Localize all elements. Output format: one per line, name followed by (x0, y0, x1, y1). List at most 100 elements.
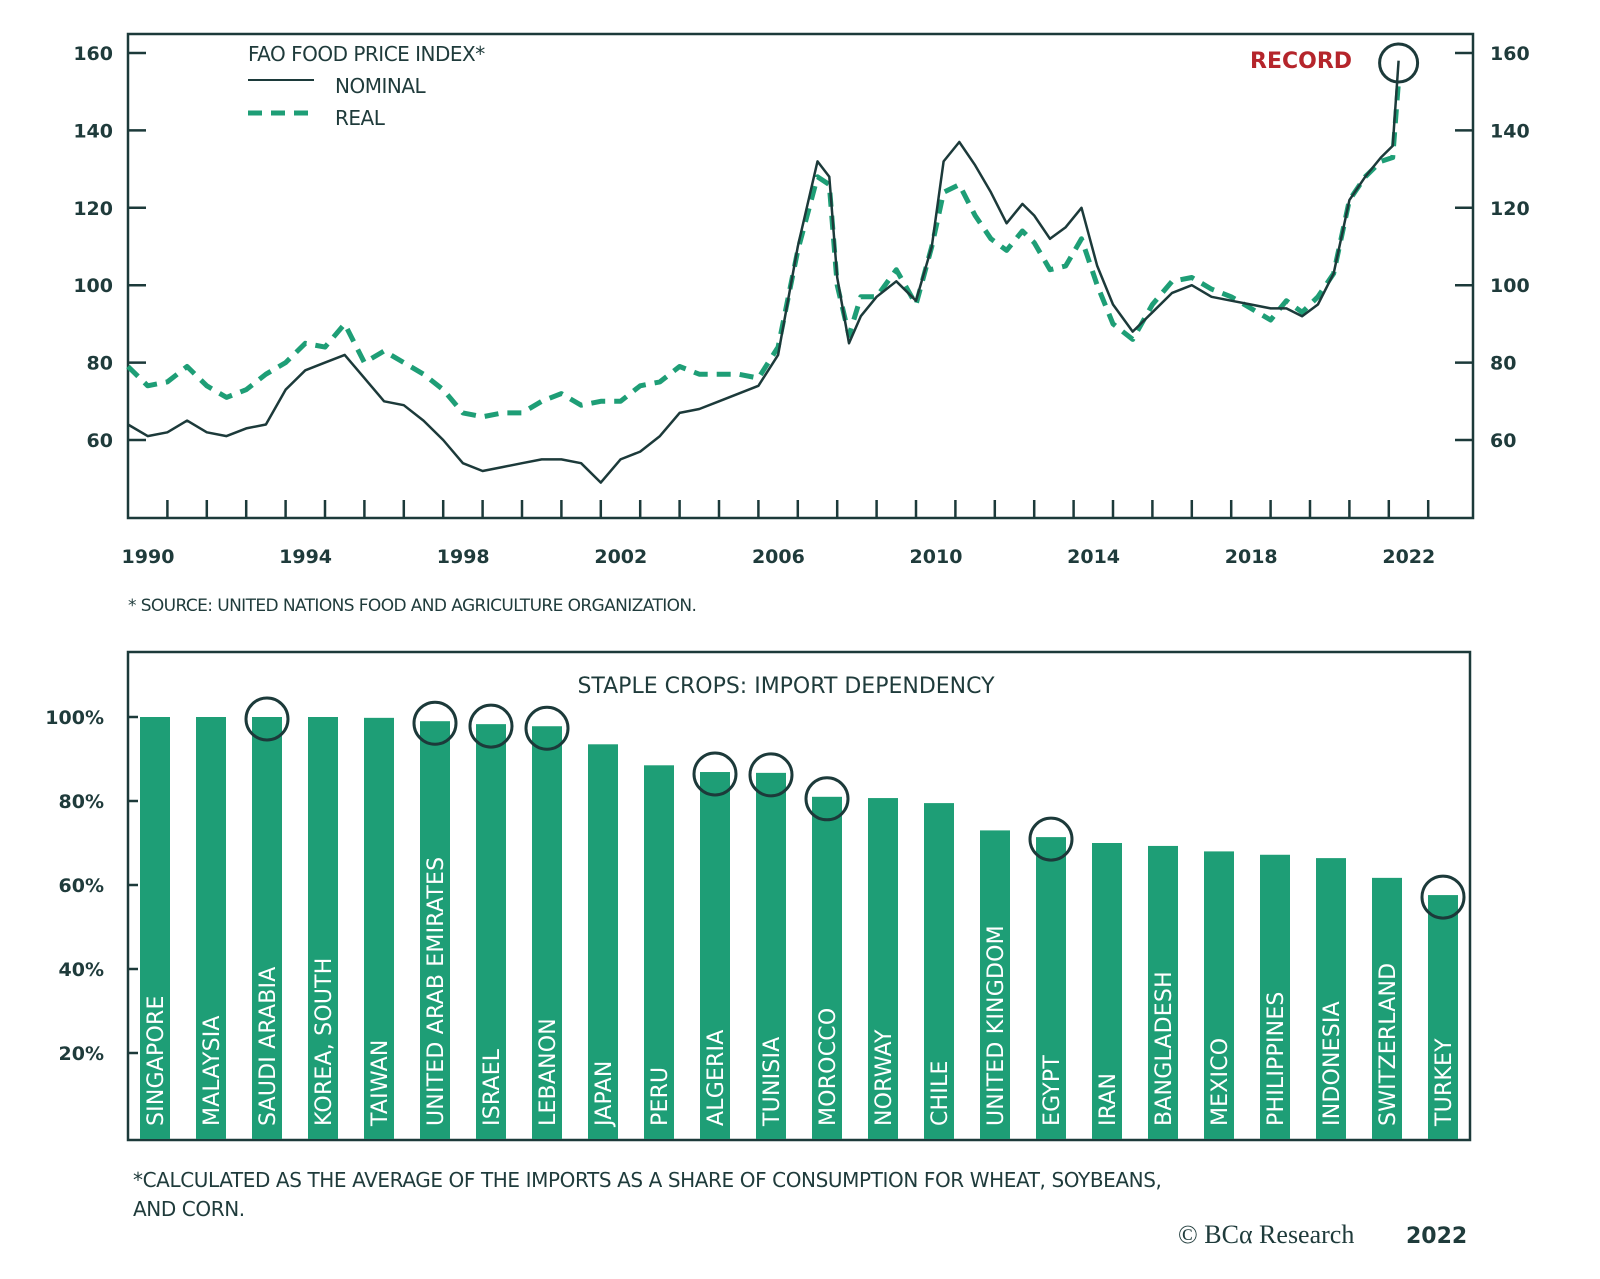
x-axis: 1990 1994 1998 2002 2006 2010 2014 2018 2022 (122, 500, 1435, 568)
highlight-circle (748, 752, 794, 798)
bar-saudi-arabia (252, 717, 282, 1139)
y-tick-label-right: 160 (1490, 43, 1530, 65)
left-y-axis: 60 80 100 120 140 160 (73, 43, 146, 452)
bar-label: INDONESIA (1320, 1001, 1345, 1126)
bar-label: NORWAY (872, 1029, 897, 1126)
legend-nominal-label: NOMINAL (335, 74, 427, 98)
bar-algeria (700, 772, 730, 1139)
y-tick-label-left: 160 (73, 43, 113, 65)
bar-y-tick-label: 20% (59, 1043, 104, 1065)
nominal-series-line (127, 60, 1400, 484)
bar-label: MOROCCO (816, 1008, 841, 1126)
copyright-year: 2022 (1406, 1224, 1467, 1249)
record-annotation: RECORD (1250, 49, 1352, 74)
x-tick-label: 2014 (1067, 546, 1120, 568)
bar-morocco (812, 796, 842, 1139)
bar-label: TAIWAN (368, 1039, 393, 1127)
top-chart-footnote: * SOURCE: UNITED NATIONS FOOD AND AGRICU… (128, 596, 696, 616)
x-tick-label: 2002 (594, 546, 647, 568)
bar-israel (476, 724, 506, 1139)
x-tick-label: 2010 (910, 546, 963, 568)
bar-malaysia (196, 717, 226, 1139)
bottom-chart-title: STAPLE CROPS: IMPORT DEPENDENCY (577, 674, 995, 699)
x-tick-label: 1990 (122, 546, 175, 568)
bar-label: PERU (648, 1067, 673, 1126)
right-y-axis: 60 80 100 120 140 160 (1455, 43, 1530, 452)
bar-label: BANGLADESH (1152, 971, 1177, 1126)
bar-label: UNITED ARAB EMIRATES (424, 857, 449, 1126)
bar-label: JAPAN (592, 1060, 617, 1128)
bar-label: LEBANON (536, 1018, 561, 1126)
bar-united-kingdom (980, 830, 1010, 1139)
bar-indonesia (1316, 858, 1346, 1139)
bar-switzerland (1372, 877, 1402, 1139)
x-tick-label: 1994 (279, 546, 332, 568)
x-tick-label: 2022 (1382, 546, 1435, 568)
y-tick-label-left: 120 (73, 198, 113, 220)
record-circle-marker (1378, 42, 1420, 84)
bar-bangladesh (1148, 845, 1178, 1139)
bar-label: MALAYSIA (200, 1015, 225, 1126)
bar-y-tick-label: 100% (45, 707, 104, 729)
bar-label: SWITZERLAND (1376, 963, 1401, 1126)
bar-korea-south (308, 717, 338, 1139)
bar-mexico (1204, 851, 1234, 1139)
bar-singapore (140, 717, 170, 1139)
bar-iran (1092, 843, 1122, 1139)
bar-philippines (1260, 854, 1290, 1139)
bottom-y-axis: 20% 40% 60% 80% 100% (45, 707, 138, 1065)
legend-title: FAO FOOD PRICE INDEX* (248, 42, 485, 66)
bottom-chart-frame (126, 650, 1472, 1142)
y-tick-label-left: 80 (87, 353, 113, 375)
y-tick-label-right: 100 (1490, 275, 1530, 297)
bar-united-arab-emirates (420, 721, 450, 1139)
legend: FAO FOOD PRICE INDEX* NOMINAL REAL (248, 42, 486, 130)
bar-taiwan (364, 717, 394, 1139)
bar-label: SAUDI ARABIA (256, 967, 281, 1126)
y-tick-label-right: 60 (1490, 430, 1516, 452)
bar-egypt (1036, 837, 1066, 1139)
copyright: © BCα Research 2022 (1178, 1220, 1467, 1249)
highlight-circle (1028, 816, 1074, 862)
top-chart-frame (126, 32, 1475, 520)
bars: SINGAPORE MALAYSIA SAUDI ARABIA KOREA, SOUT… (140, 696, 1466, 1139)
bar-japan (588, 744, 618, 1139)
x-tick-label: 1998 (437, 546, 490, 568)
bottom-footnote-line2: AND CORN. (133, 1197, 245, 1221)
highlight-circle (804, 776, 850, 822)
bar-label: ISRAEL (480, 1048, 505, 1126)
x-tick-label: 2006 (752, 546, 805, 568)
highlight-circle (1420, 874, 1466, 920)
bar-label: ALGERIA (704, 1030, 729, 1126)
bar-y-tick-label: 80% (59, 791, 104, 813)
bar-norway (868, 798, 898, 1139)
copyright-brand: © BCα Research (1178, 1220, 1354, 1249)
bottom-footnote-line1: *CALCULATED AS THE AVERAGE OF THE IMPORT… (133, 1168, 1161, 1192)
bar-label: SINGAPORE (144, 995, 169, 1126)
bar-label: PHILIPPINES (1264, 991, 1289, 1126)
real-series-line (126, 79, 1402, 420)
bar-label: TUNISIA (760, 1037, 785, 1127)
bar-label: CHILE (928, 1060, 953, 1126)
bar-y-tick-label: 40% (59, 959, 104, 981)
y-tick-label-right: 140 (1490, 120, 1530, 142)
bar-label: UNITED KINGDOM (984, 925, 1009, 1126)
series-lines (126, 60, 1402, 484)
y-tick-label-left: 60 (87, 430, 113, 452)
highlight-circle (524, 705, 570, 751)
highlight-circle (468, 703, 514, 749)
import-dependency-chart: STAPLE CROPS: IMPORT DEPENDENCY 20% 40% 60… (45, 650, 1472, 1221)
bar-label: MEXICO (1208, 1038, 1233, 1126)
bar-peru (644, 765, 674, 1139)
x-tick-label: 2018 (1225, 546, 1278, 568)
y-tick-label-left: 140 (73, 120, 113, 142)
y-tick-label-left: 100 (73, 275, 113, 297)
y-tick-label-right: 120 (1490, 198, 1530, 220)
bar-label: KOREA, SOUTH (312, 957, 337, 1126)
bar-label: EGYPT (1040, 1055, 1065, 1126)
highlight-circle (412, 700, 458, 746)
bar-tunisia (756, 772, 786, 1139)
bar-turkey (1428, 895, 1458, 1139)
